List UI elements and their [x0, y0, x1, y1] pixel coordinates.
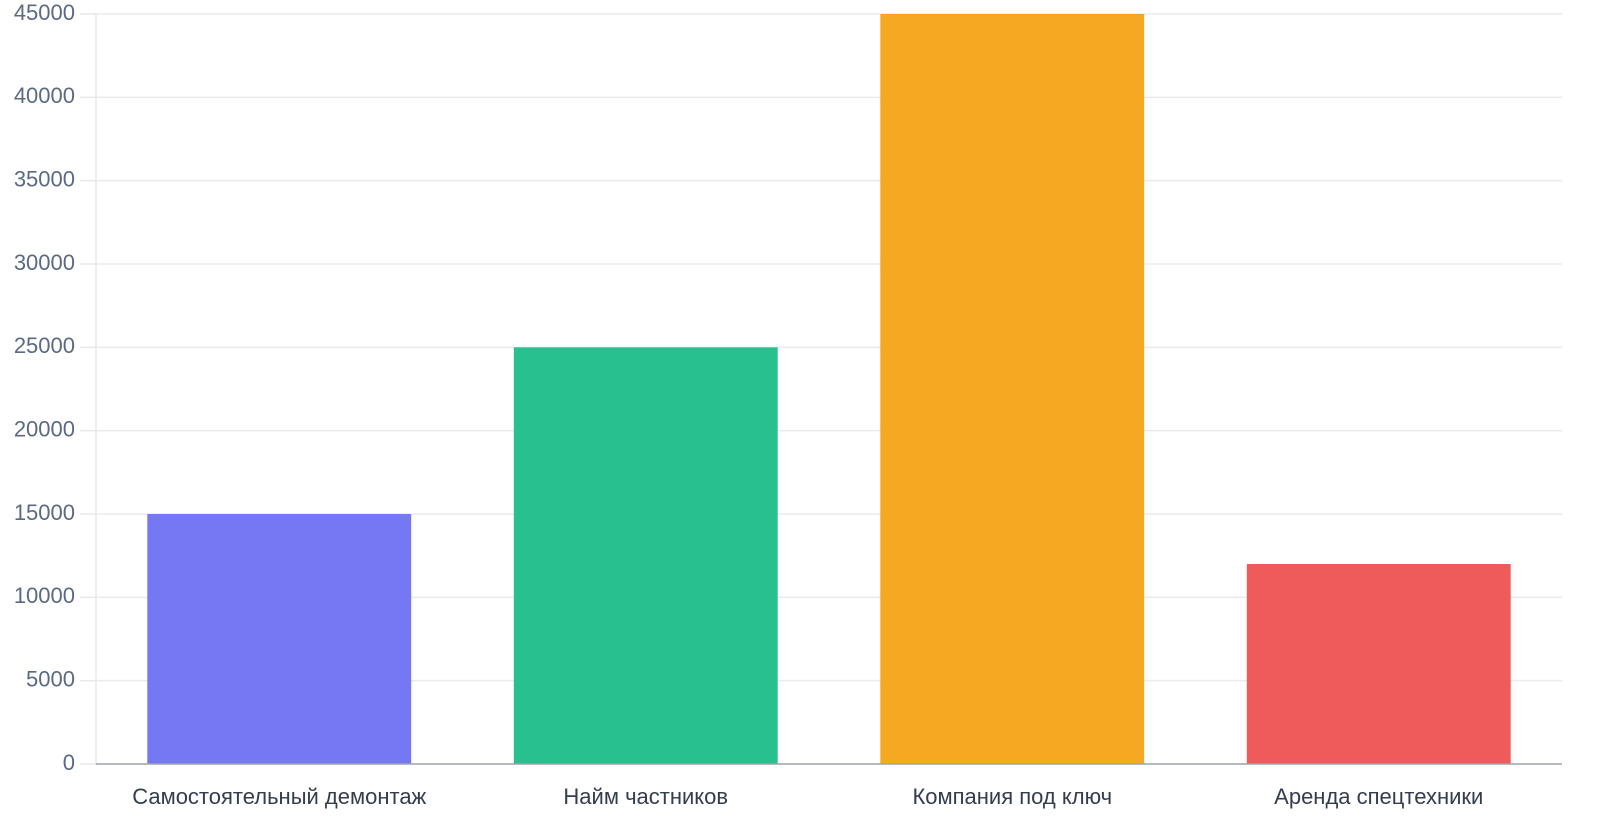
- bar: [513, 347, 778, 764]
- x-tick-label: Самостоятельный демонтаж: [132, 784, 426, 809]
- bar: [880, 14, 1145, 764]
- y-tick-label: 0: [63, 750, 75, 775]
- y-tick-label: 15000: [14, 500, 75, 525]
- y-tick-label: 10000: [14, 583, 75, 608]
- x-tick-label: Найм частников: [563, 784, 728, 809]
- y-tick-label: 40000: [14, 83, 75, 108]
- x-tick-label: Компания под ключ: [912, 784, 1112, 809]
- y-tick-label: 5000: [26, 666, 75, 691]
- bar: [147, 514, 412, 764]
- y-tick-label: 30000: [14, 250, 75, 275]
- y-tick-label: 25000: [14, 333, 75, 358]
- x-tick-label: Аренда спецтехники: [1274, 784, 1483, 809]
- y-tick-label: 35000: [14, 166, 75, 191]
- y-tick-label: 45000: [14, 0, 75, 25]
- bar: [1246, 564, 1511, 764]
- y-tick-label: 20000: [14, 416, 75, 441]
